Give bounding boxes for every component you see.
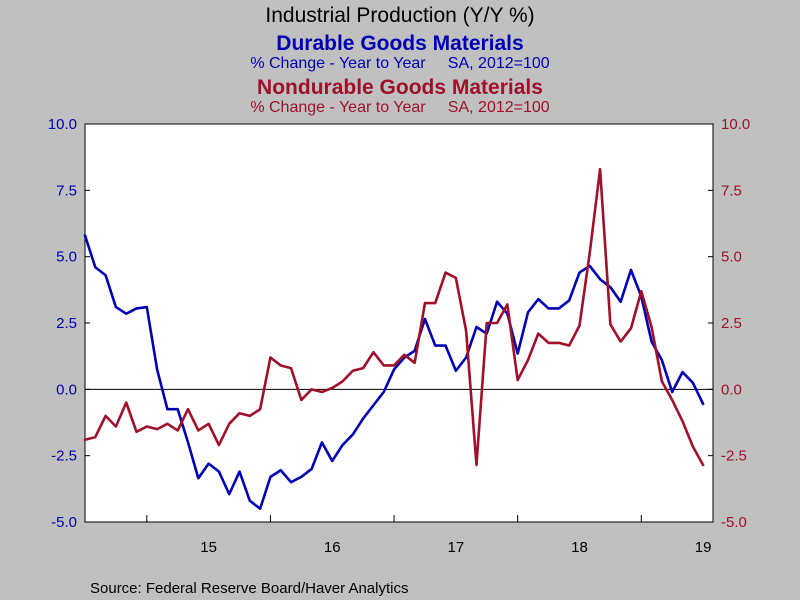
plot-area <box>84 123 714 523</box>
right-tick-label: 7.5 <box>721 182 742 199</box>
series-1-subtitle: % Change - Year to Year SA, 2012=100 <box>250 55 549 72</box>
right-tick-label: -5.0 <box>721 514 747 531</box>
series-line-2 <box>83 167 705 467</box>
x-tick-label: 17 <box>448 539 465 556</box>
x-tick-label: 18 <box>571 539 588 556</box>
x-tick-label: 19 <box>695 539 712 556</box>
series-line-1 <box>83 234 705 511</box>
left-tick-label: 10.0 <box>48 116 77 133</box>
series-2-title: Nondurable Goods Materials <box>257 76 543 99</box>
x-tick-label: 16 <box>324 539 341 556</box>
left-tick-label: 0.0 <box>56 381 77 398</box>
series-2-subtitle: % Change - Year to Year SA, 2012=100 <box>250 99 549 116</box>
left-axis: 10.0 7.5 5.0 2.5 0.0 -2.5 -5.0 <box>48 116 90 531</box>
right-axis: 10.0 7.5 5.0 2.5 0.0 -2.5 -5.0 <box>708 116 750 531</box>
right-tick-label: 0.0 <box>721 381 742 398</box>
x-tick-label: 15 <box>200 539 217 556</box>
left-tick-label: 5.0 <box>56 249 77 266</box>
x-axis: 15 16 17 18 19 <box>146 515 712 556</box>
left-tick-label: -2.5 <box>51 448 77 465</box>
series-layer <box>83 167 705 511</box>
source-note: Source: Federal Reserve Board/Haver Anal… <box>90 580 408 597</box>
right-tick-label: 5.0 <box>721 249 742 266</box>
chart-title: Industrial Production (Y/Y %) <box>265 4 534 27</box>
right-tick-label: -2.5 <box>721 448 747 465</box>
series-1-title: Durable Goods Materials <box>276 32 523 55</box>
left-tick-label: -5.0 <box>51 514 77 531</box>
right-tick-label: 10.0 <box>721 116 750 133</box>
left-tick-label: 7.5 <box>56 182 77 199</box>
right-tick-label: 2.5 <box>721 315 742 332</box>
left-tick-label: 2.5 <box>56 315 77 332</box>
